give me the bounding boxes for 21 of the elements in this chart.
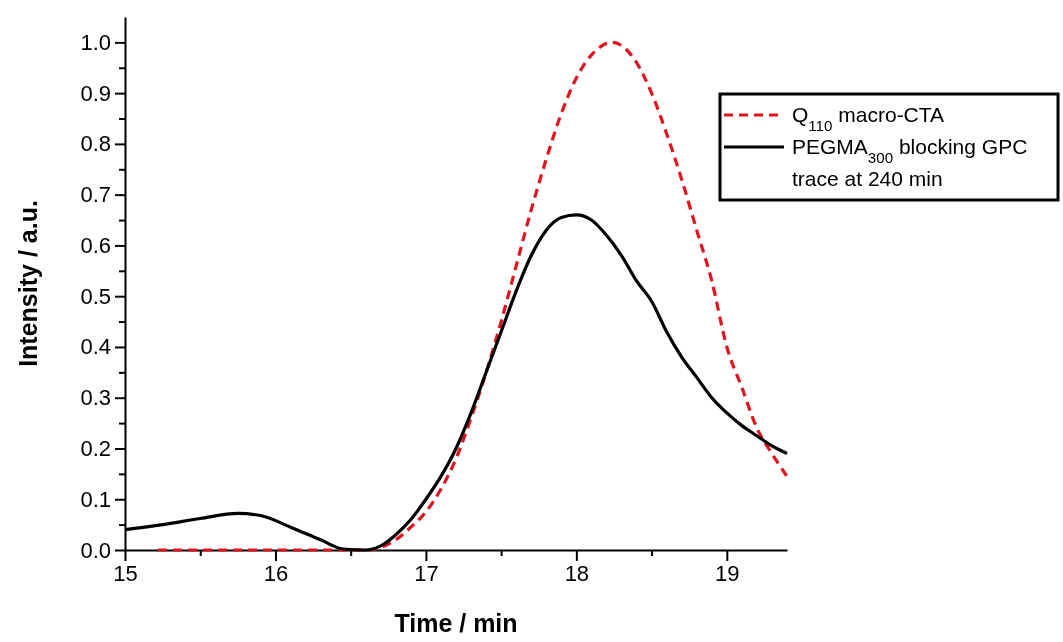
y-tick-label: 0.5 [80, 283, 111, 309]
y-tick-label: 0.4 [80, 334, 111, 360]
y-tick-label: 0.0 [80, 537, 111, 563]
x-tick-label: 16 [263, 560, 289, 586]
y-tick-label: 0.8 [80, 131, 111, 157]
x-tick-label: 19 [715, 560, 740, 586]
y-tick-label: 0.2 [80, 436, 111, 462]
y-tick-label: 0.9 [80, 80, 111, 106]
y-tick-label: 0.1 [80, 486, 111, 512]
legend-label: Q$_{110}$ macro-CTA [792, 103, 945, 134]
y-tick-label: 0.6 [80, 232, 111, 258]
x-tick-label: 15 [113, 560, 138, 586]
x-axis-title: Time / min [394, 609, 518, 637]
y-axis-title: Intensity / a.u. [14, 200, 42, 367]
x-tick-label: 17 [414, 560, 439, 586]
text: PEGMA$_{300}$ blocking GPC trace at 240 min [792, 135, 1028, 190]
y-tick-label: 1.0 [80, 29, 111, 55]
y-tick-label: 0.7 [80, 182, 111, 208]
x-tick-label: 18 [564, 560, 590, 586]
y-tick-label: 0.3 [80, 385, 111, 411]
line-series [156, 40, 789, 552]
